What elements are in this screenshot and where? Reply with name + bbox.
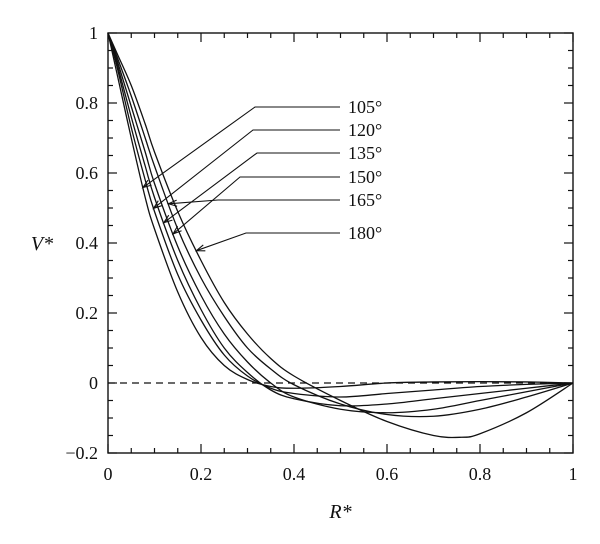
annotation-arrowhead-2 bbox=[152, 200, 163, 210]
annotation-leader-6 bbox=[196, 232, 340, 252]
y-tick-label: 0 bbox=[89, 373, 98, 393]
annotation-leader-3 bbox=[163, 152, 340, 224]
annotation-arrowhead-1 bbox=[141, 179, 152, 189]
series-curves bbox=[107, 32, 574, 439]
annotation-label-4: 150° bbox=[348, 167, 382, 187]
annotation-label-2: 120° bbox=[348, 120, 382, 140]
tick-labels: 0 0.2 0.4 0.6 0.8 1 −0.2 0 0.2 0.4 0.6 0.8 1 bbox=[65, 23, 577, 484]
annotation-arrowhead-3 bbox=[162, 214, 173, 224]
annotation-leader-1 bbox=[142, 106, 340, 189]
series-line-1 bbox=[107, 32, 574, 389]
x-tick-label: 0.6 bbox=[376, 464, 399, 484]
annotation-label-1: 105° bbox=[348, 97, 382, 117]
plot-frame bbox=[107, 32, 574, 454]
annotation-leader-5 bbox=[168, 199, 340, 205]
annotation-label-6: 180° bbox=[348, 223, 382, 243]
annotation-arrowhead-6 bbox=[194, 244, 206, 252]
plot-frame-group bbox=[107, 32, 574, 454]
annotation-arrowhead-5 bbox=[166, 199, 178, 207]
x-tick-label: 0 bbox=[104, 464, 113, 484]
series-line-5 bbox=[107, 32, 574, 418]
y-tick-label: 0.8 bbox=[76, 93, 99, 113]
annotation-leaders: 105° 120° 135° 150° 165° 180° bbox=[141, 97, 382, 252]
y-axis-label: V* bbox=[31, 233, 53, 255]
annotation-arrowhead-4 bbox=[171, 225, 182, 235]
series-line-3 bbox=[107, 32, 574, 407]
x-tick-label: 0.4 bbox=[283, 464, 306, 484]
annotation-leader-2 bbox=[153, 129, 340, 209]
axis-ticks bbox=[107, 32, 574, 454]
x-tick-label: 0.2 bbox=[190, 464, 213, 484]
annotation-label-5: 165° bbox=[348, 190, 382, 210]
annotation-label-3: 135° bbox=[348, 143, 382, 163]
y-tick-label: 1 bbox=[89, 23, 98, 43]
series-line-6 bbox=[107, 32, 574, 439]
y-tick-label: 0.4 bbox=[76, 233, 99, 253]
x-tick-label: 1 bbox=[569, 464, 578, 484]
x-tick-label: 0.8 bbox=[469, 464, 492, 484]
series-line-2 bbox=[107, 32, 574, 398]
annotation-leader-4 bbox=[172, 176, 340, 235]
y-tick-label: 0.6 bbox=[76, 163, 99, 183]
y-tick-label: −0.2 bbox=[65, 443, 98, 463]
y-tick-label: 0.2 bbox=[76, 303, 99, 323]
series-line-4 bbox=[107, 32, 574, 414]
x-axis-label: R* bbox=[328, 501, 351, 523]
